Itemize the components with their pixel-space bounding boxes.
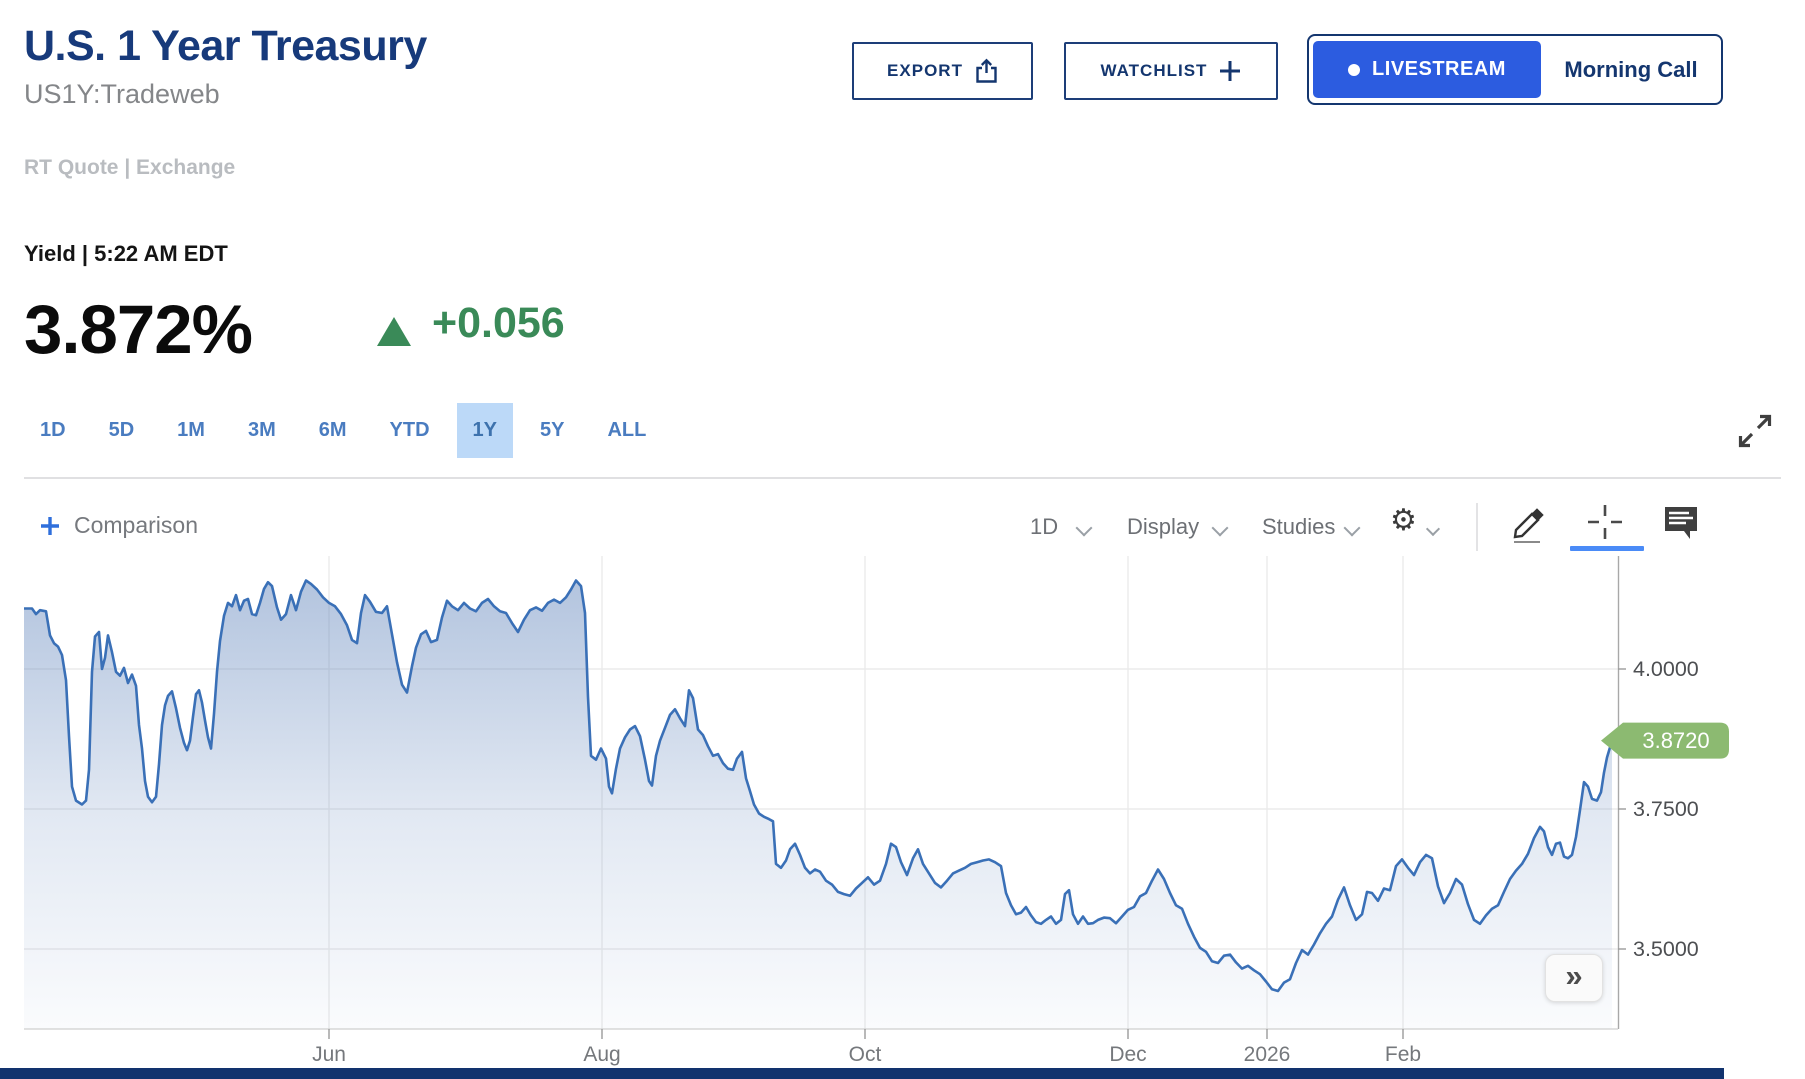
plus-icon (1220, 61, 1241, 81)
timeframe-tab-6m[interactable]: 6M (318, 419, 347, 441)
interval-dropdown[interactable]: 1D (1030, 514, 1059, 539)
gear-settings-button[interactable]: ⚙ (1390, 504, 1417, 537)
livestream-button[interactable]: LIVESTREAM (1313, 41, 1541, 98)
comparison-label: Comparison (74, 512, 198, 538)
x-axis-label: Oct (849, 1043, 882, 1066)
timeframe-tab-1d[interactable]: 1D (40, 419, 66, 441)
draw-pencil-button[interactable] (1510, 502, 1548, 544)
add-comparison-button[interactable]: Comparison (40, 512, 198, 539)
section-divider (24, 477, 1781, 479)
crosshair-tool-button[interactable] (1586, 503, 1624, 541)
x-axis-label: Feb (1385, 1043, 1421, 1066)
comments-annotation-button[interactable] (1662, 504, 1700, 540)
timeframe-tab-5d[interactable]: 5D (108, 419, 135, 441)
current-yield-value: 3.872% (24, 291, 253, 368)
timeframe-tab-3m[interactable]: 3M (247, 419, 276, 441)
display-dropdown[interactable]: Display (1127, 514, 1200, 539)
y-axis-label: 4.0000 (1633, 657, 1699, 681)
y-axis-label: 3.7500 (1633, 797, 1699, 821)
export-button[interactable]: EXPORT (852, 42, 1033, 100)
export-button-label: EXPORT (887, 61, 963, 80)
export-upload-icon (976, 58, 997, 83)
timeframe-tabs: 1D 5D 1M 3M 6M YTD 1Y 5Y ALL (24, 403, 673, 458)
studies-dropdown[interactable]: Studies (1262, 514, 1336, 539)
plus-icon (41, 516, 59, 535)
x-axis-label: Aug (583, 1043, 620, 1066)
series-line (24, 579, 1614, 993)
x-axis-label: Dec (1109, 1043, 1146, 1066)
watchlist-button-label: WATCHLIST (1100, 61, 1208, 80)
change-value: +0.056 (432, 299, 565, 347)
change-up-arrow-icon (377, 317, 411, 346)
symbol-label: US1Y:Tradeweb (24, 79, 220, 109)
timeframe-tab-ytd[interactable]: YTD (389, 419, 430, 441)
stream-toggle-group: LIVESTREAM Morning Call (1307, 34, 1723, 105)
x-axis-label: 2026 (1244, 1043, 1291, 1066)
y-axis-label: 3.5000 (1633, 937, 1699, 961)
timeframe-tab-5y[interactable]: 5Y (540, 419, 565, 441)
quote-type-label: RT Quote | Exchange (24, 156, 236, 179)
last-value-badge (1601, 722, 1729, 759)
chart-more-button[interactable]: » (1545, 954, 1603, 1002)
page-title: U.S. 1 Year Treasury (24, 22, 427, 70)
timeframe-tab-1y[interactable]: 1Y (456, 403, 514, 458)
last-value-badge-label: 3.8720 (1642, 728, 1709, 753)
bottom-accent-bar (0, 1068, 1724, 1079)
active-tool-indicator (1570, 546, 1644, 551)
morning-call-button[interactable]: Morning Call (1564, 56, 1698, 82)
timeframe-tab-all[interactable]: ALL (607, 419, 647, 441)
live-dot-icon (1348, 63, 1361, 76)
toolbar-divider (1476, 503, 1478, 551)
expand-chart-button[interactable] (1736, 412, 1774, 450)
yield-timestamp: Yield | 5:22 AM EDT (24, 241, 228, 266)
timeframe-tab-1m[interactable]: 1M (177, 419, 205, 441)
watchlist-button[interactable]: WATCHLIST (1064, 42, 1278, 100)
series-area-fill (24, 580, 1612, 1029)
x-axis-label: Jun (312, 1043, 346, 1066)
livestream-label: LIVESTREAM (1372, 58, 1506, 80)
